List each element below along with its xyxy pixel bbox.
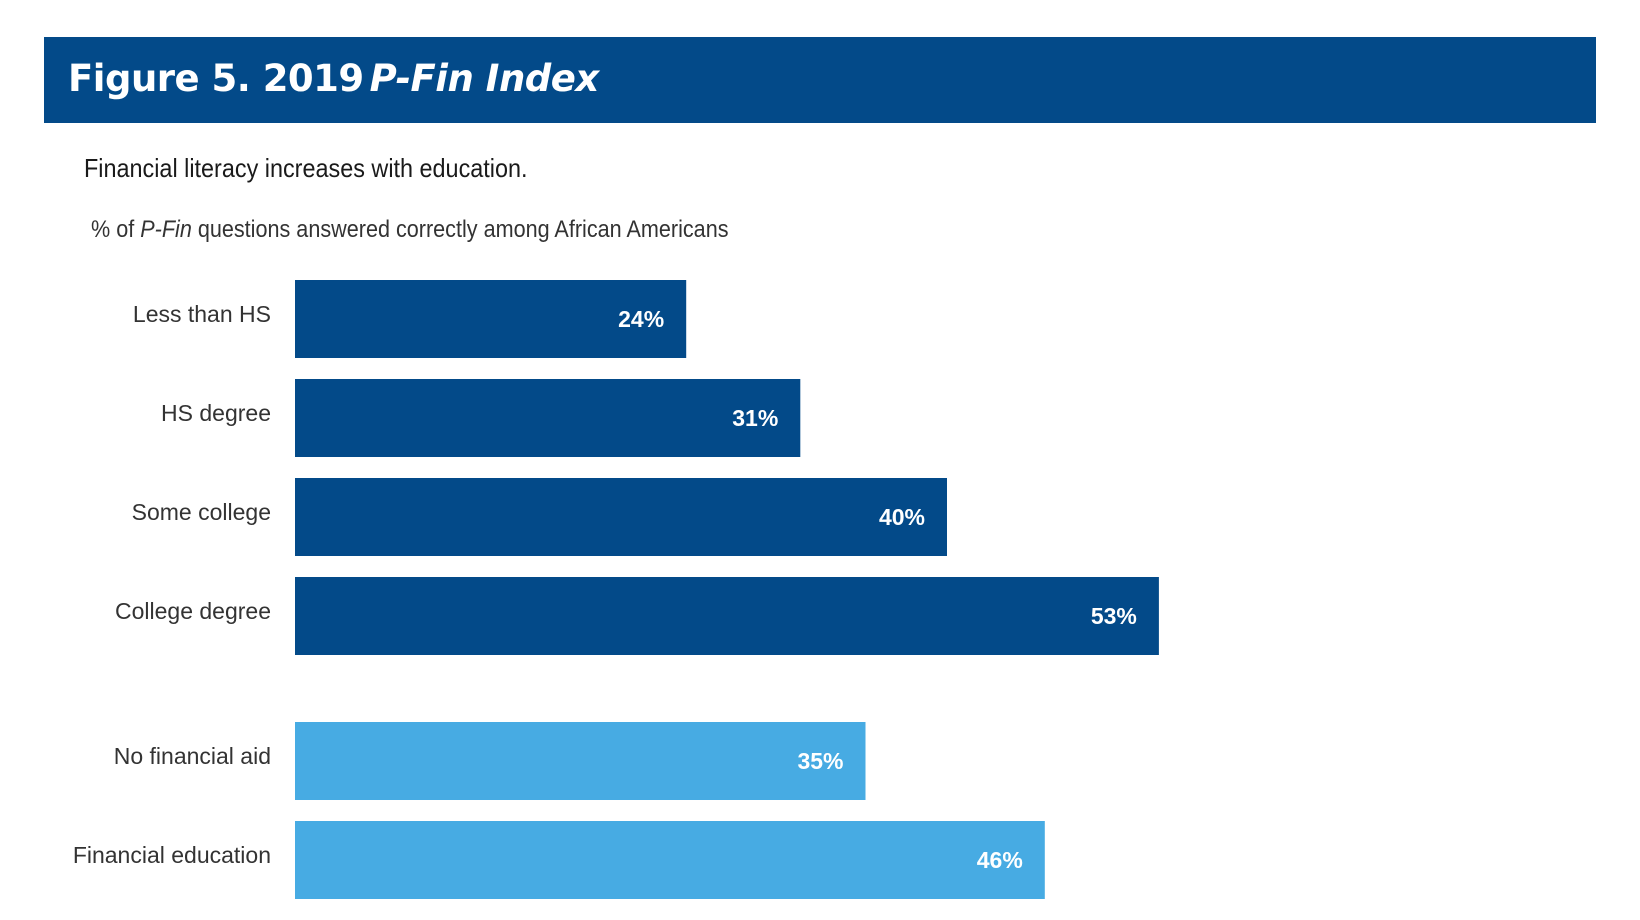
axis-caption: % of P-Fin questions answered correctly … — [91, 213, 729, 247]
bar-some-college — [295, 478, 947, 556]
value-label-some-college: 40% — [879, 504, 925, 530]
value-label-less-than-hs: 24% — [618, 306, 664, 332]
value-label-college-degree: 53% — [1091, 603, 1137, 629]
bar-no-financial-aid — [295, 722, 866, 800]
figure-title-index-name: P-Fin Index — [369, 57, 600, 100]
axis-caption-suffix: questions answered correctly among Afric… — [197, 216, 729, 243]
title-bar: Figure 5. 2019 P-Fin Index — [44, 37, 1596, 123]
axis-caption-italic: P-Fin — [140, 216, 192, 243]
axis-caption-prefix: % of — [91, 216, 135, 243]
bar-less-than-hs — [295, 280, 687, 358]
bar-college-degree — [295, 577, 1159, 655]
category-label-some-college: Some college — [132, 499, 271, 525]
category-label-hs-degree: HS degree — [161, 400, 271, 426]
value-label-no-financial-aid: 35% — [797, 748, 843, 774]
chart-subtitle: Financial literacy increases with educat… — [84, 153, 528, 183]
value-label-hs-degree: 31% — [732, 405, 778, 431]
bar-hs-degree — [295, 379, 801, 457]
category-label-less-than-hs: Less than HS — [133, 301, 271, 327]
category-label-no-financial-aid: No financial aid — [114, 743, 271, 769]
figure-title-prefix: Figure 5. 2019 — [68, 57, 364, 100]
figure-title: Figure 5. 2019 P-Fin Index — [68, 55, 599, 103]
value-label-financial-education: 46% — [977, 847, 1023, 873]
bar-financial-education — [295, 821, 1045, 899]
category-label-financial-education: Financial education — [73, 842, 271, 868]
category-label-college-degree: College degree — [115, 598, 271, 624]
